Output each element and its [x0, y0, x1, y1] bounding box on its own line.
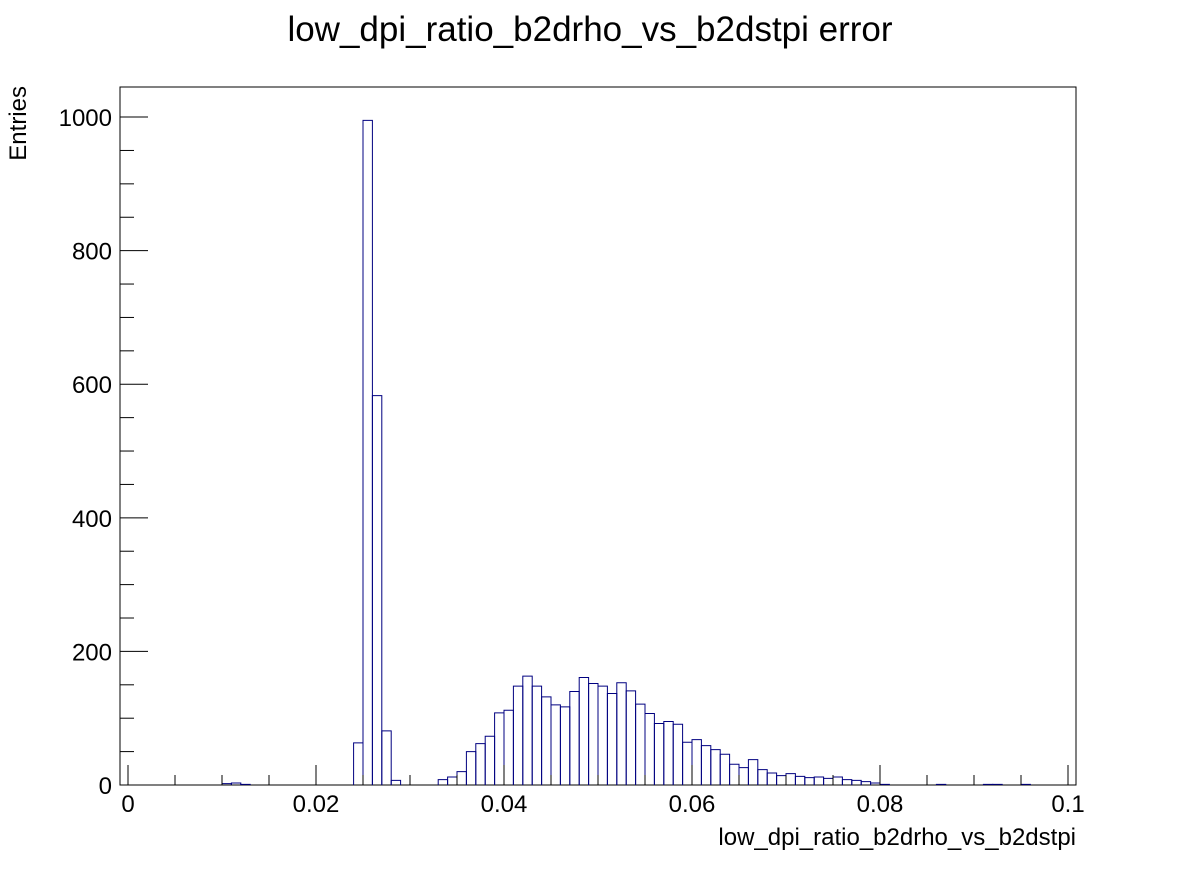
x-axis-label: low_dpi_ratio_b2drho_vs_b2dstpi — [718, 824, 1076, 851]
y-tick-label: 400 — [72, 506, 112, 533]
histogram-bin — [785, 773, 796, 785]
histogram-bin — [541, 696, 552, 785]
histogram-bin — [606, 692, 618, 785]
histogram-bin — [635, 703, 646, 785]
chart-title: low_dpi_ratio_b2drho_vs_b2dstpi error — [287, 10, 892, 49]
x-tick-label: 0.06 — [669, 791, 716, 818]
histogram-bin — [240, 783, 251, 785]
histogram-bin — [512, 685, 524, 785]
axes — [119, 86, 1077, 786]
histogram-bin — [776, 775, 787, 785]
histogram-bin — [447, 776, 458, 785]
histogram-bars — [221, 119, 1031, 785]
y-tick-label: 200 — [72, 639, 112, 666]
histogram-bin — [381, 730, 392, 785]
histogram-bin — [860, 781, 872, 785]
histogram-bin — [588, 682, 599, 785]
histogram-bin — [559, 706, 571, 785]
axis-ticks: 0 0.02 0.04 0.06 0.08 0.1 0 200 400 600 800 1000 — [59, 105, 1085, 818]
histogram-bin — [522, 675, 533, 785]
histogram-bin — [700, 745, 712, 785]
histogram-bin — [682, 741, 693, 785]
histogram-bin — [757, 769, 768, 785]
histogram-bin — [663, 721, 674, 785]
x-tick-label: 0.08 — [857, 791, 904, 818]
histogram-bin — [625, 690, 637, 785]
histogram-bin — [766, 772, 778, 785]
histogram-bin — [794, 775, 806, 785]
y-axis-label: Entries — [5, 86, 32, 161]
y-tick-label: 800 — [72, 239, 112, 266]
histogram-bin — [653, 723, 665, 785]
histogram-bin — [578, 676, 590, 785]
histogram-bin — [738, 767, 749, 785]
histogram-bin — [992, 783, 1003, 785]
histogram-bin — [475, 743, 486, 785]
histogram-bin — [569, 690, 580, 785]
x-tick-label: 0.02 — [293, 791, 340, 818]
histogram-bin — [362, 119, 373, 785]
histogram-bin — [494, 712, 505, 785]
y-tick-label: 1000 — [59, 105, 112, 132]
histogram-bin — [465, 751, 477, 785]
histogram-bin — [484, 735, 496, 785]
histogram-bin — [935, 783, 947, 785]
histogram-bin — [371, 395, 383, 785]
x-tick-label: 0.04 — [481, 791, 528, 818]
x-tick-label: 0.1 — [1051, 791, 1084, 818]
histogram-bin — [710, 749, 721, 785]
histogram-bin — [747, 759, 759, 785]
histogram-bin — [597, 685, 608, 785]
histogram-bin — [456, 771, 467, 785]
histogram-bin — [719, 753, 731, 785]
histogram-bin — [503, 709, 514, 785]
histogram-bin — [841, 779, 853, 785]
histogram-bin — [851, 779, 862, 785]
x-tick-label: 0 — [121, 791, 134, 818]
histogram-bin — [390, 779, 402, 785]
y-tick-label: 0 — [99, 773, 112, 800]
histogram-bin — [672, 723, 684, 785]
histogram-bin — [437, 779, 449, 785]
plot-frame — [119, 86, 1077, 786]
histogram-bin — [823, 777, 834, 785]
histogram-bin — [550, 704, 561, 785]
histogram-bin — [804, 777, 815, 785]
histogram-bin — [644, 713, 655, 785]
y-tick-label: 600 — [72, 372, 112, 399]
histogram-bin — [353, 742, 364, 785]
histogram-bin — [813, 776, 825, 785]
histogram-bin — [616, 682, 627, 785]
histogram-bin — [729, 763, 740, 785]
histogram-bin — [691, 739, 702, 785]
histogram-bin — [531, 685, 543, 785]
histogram-bin — [832, 776, 843, 785]
